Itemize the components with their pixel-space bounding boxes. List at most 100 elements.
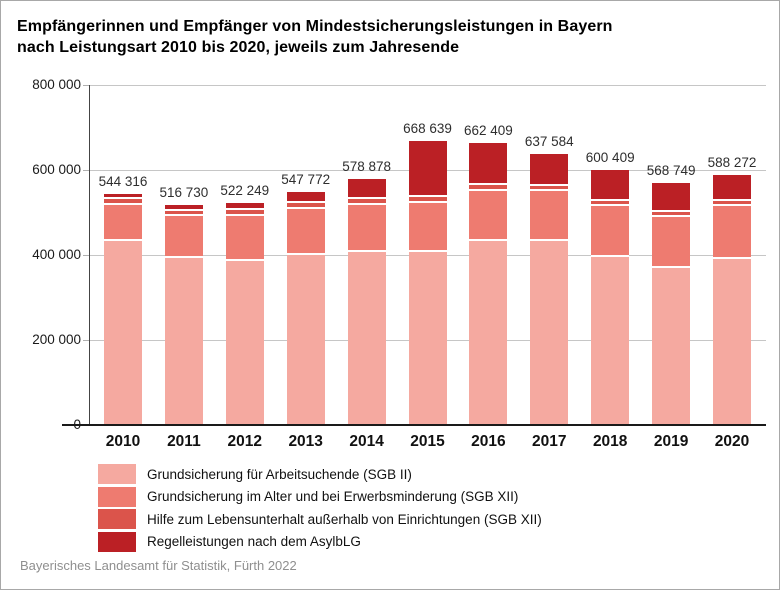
x-axis-label-2012: 2012 xyxy=(227,433,263,450)
bar-2011-segment-3 xyxy=(164,205,203,212)
legend-swatch-3 xyxy=(98,531,136,552)
bar-total-label-2017: 637 584 xyxy=(524,134,574,150)
y-axis-label: 200 000 xyxy=(32,332,81,347)
bar-2013-segment-2 xyxy=(286,202,325,210)
legend-swatch-1 xyxy=(98,486,136,507)
bar-2010-segment-1 xyxy=(104,204,142,242)
legend-row-3: Regelleistungen nach dem AsylbLG xyxy=(98,531,542,552)
bar-2014-segment-0 xyxy=(347,252,386,425)
bar-2011 xyxy=(164,205,203,425)
bar-2015 xyxy=(408,140,447,425)
bar-2010 xyxy=(104,193,142,425)
bar-2012-segment-0 xyxy=(225,260,264,425)
bar-2015-segment-0 xyxy=(408,252,447,425)
legend-label-2: Hilfe zum Lebensunterhalt außerhalb von … xyxy=(147,511,542,527)
x-axis-label-2019: 2019 xyxy=(653,433,689,450)
bar-2019-segment-2 xyxy=(652,211,691,217)
x-axis-label-2010: 2010 xyxy=(105,433,141,450)
x-axis-label-2020: 2020 xyxy=(714,433,750,450)
bar-total-label-2016: 662 409 xyxy=(463,123,513,139)
x-axis-label-2013: 2013 xyxy=(288,433,323,450)
bar-2012 xyxy=(225,203,264,425)
chart-title-line2: nach Leistungsart 2010 bis 2020, jeweils… xyxy=(17,39,460,56)
bar-2012-segment-1 xyxy=(225,216,264,261)
bar-2016-segment-2 xyxy=(469,184,508,191)
gridline-800000 xyxy=(89,85,766,86)
bar-2019-segment-0 xyxy=(652,268,691,425)
bar-2013 xyxy=(286,192,325,425)
bar-2020 xyxy=(713,174,751,425)
bar-2018-segment-2 xyxy=(591,201,630,206)
bar-total-label-2015: 668 639 xyxy=(403,120,452,136)
y-axis-line xyxy=(89,85,90,425)
legend-row-2: Hilfe zum Lebensunterhalt außerhalb von … xyxy=(98,509,542,529)
bar-2013-segment-3 xyxy=(286,192,325,203)
bar-2020-segment-0 xyxy=(713,258,751,425)
bar-2014-segment-1 xyxy=(347,205,386,252)
bar-2020-segment-1 xyxy=(713,206,751,259)
x-axis-label-2011: 2011 xyxy=(167,433,201,450)
bar-2020-segment-2 xyxy=(713,201,751,207)
bar-2010-segment-2 xyxy=(104,199,142,205)
bar-2013-segment-1 xyxy=(286,209,325,255)
bar-2012-segment-3 xyxy=(225,203,264,211)
bar-2018-segment-1 xyxy=(591,205,630,257)
ytick-4 xyxy=(83,85,89,86)
legend-row-1: Grundsicherung im Alter und bei Erwerbsm… xyxy=(98,486,542,507)
bar-2017-segment-1 xyxy=(530,191,569,242)
bar-total-label-2010: 544 316 xyxy=(98,173,148,189)
chart-title: Empfängerinnen und Empfänger von Mindest… xyxy=(17,16,613,58)
bar-2019 xyxy=(652,183,691,425)
x-axis-label-2017: 2017 xyxy=(532,433,567,450)
bar-2018-segment-0 xyxy=(591,256,630,425)
legend-row-0: Grundsicherung für Arbeitsuchende (SGB I… xyxy=(98,464,542,484)
bar-2015-segment-3 xyxy=(408,140,447,197)
ytick-2 xyxy=(83,255,89,256)
chart-title-line1: Empfängerinnen und Empfänger von Mindest… xyxy=(17,18,613,35)
bar-2011-segment-2 xyxy=(164,211,203,217)
bar-total-label-2019: 568 749 xyxy=(646,163,696,179)
bar-2017-segment-3 xyxy=(530,154,569,187)
bar-2017 xyxy=(530,154,569,425)
legend-label-1: Grundsicherung im Alter und bei Erwerbsm… xyxy=(147,489,519,504)
legend-swatch-2 xyxy=(98,509,136,529)
bar-2014 xyxy=(347,178,386,425)
legend: Grundsicherung für Arbeitsuchende (SGB I… xyxy=(98,464,542,554)
bar-2010-segment-3 xyxy=(104,193,142,200)
y-axis-label: 800 000 xyxy=(32,77,81,92)
x-axis-label-2018: 2018 xyxy=(592,433,628,450)
bar-2016-segment-1 xyxy=(469,190,508,241)
bar-total-label-2014: 578 878 xyxy=(342,158,391,174)
bar-total-label-2020: 588 272 xyxy=(707,154,757,170)
bar-2014-segment-3 xyxy=(347,178,386,200)
x-axis-line xyxy=(62,424,766,426)
bar-2013-segment-0 xyxy=(286,254,325,425)
ytick-3 xyxy=(83,170,89,171)
bar-2019-segment-1 xyxy=(652,216,691,269)
bar-2018 xyxy=(591,169,630,425)
bar-total-label-2013: 547 772 xyxy=(281,172,331,188)
bar-2020-segment-3 xyxy=(713,174,751,202)
bar-2019-segment-3 xyxy=(652,183,691,212)
bar-total-label-2012: 522 249 xyxy=(220,183,270,199)
bar-total-label-2018: 600 409 xyxy=(585,149,635,165)
x-axis-label-2014: 2014 xyxy=(349,433,384,450)
bar-2016 xyxy=(469,143,508,425)
bar-2011-segment-0 xyxy=(164,258,203,425)
bar-total-label-2011: 516 730 xyxy=(159,185,209,201)
bar-2017-segment-0 xyxy=(530,241,569,425)
legend-label-0: Grundsicherung für Arbeitsuchende (SGB I… xyxy=(147,466,412,482)
x-axis-label-2016: 2016 xyxy=(471,433,506,450)
ytick-1 xyxy=(83,340,89,341)
bar-2011-segment-1 xyxy=(164,216,203,259)
bar-2014-segment-2 xyxy=(347,199,386,206)
bar-2012-segment-2 xyxy=(225,210,264,217)
y-axis-label: 400 000 xyxy=(32,247,81,262)
source-note: Bayerisches Landesamt für Statistik, Für… xyxy=(20,558,297,573)
bar-2017-segment-2 xyxy=(530,186,569,192)
legend-label-3: Regelleistungen nach dem AsylbLG xyxy=(147,534,361,549)
bar-2016-segment-0 xyxy=(469,240,508,425)
bar-2016-segment-3 xyxy=(469,143,508,185)
